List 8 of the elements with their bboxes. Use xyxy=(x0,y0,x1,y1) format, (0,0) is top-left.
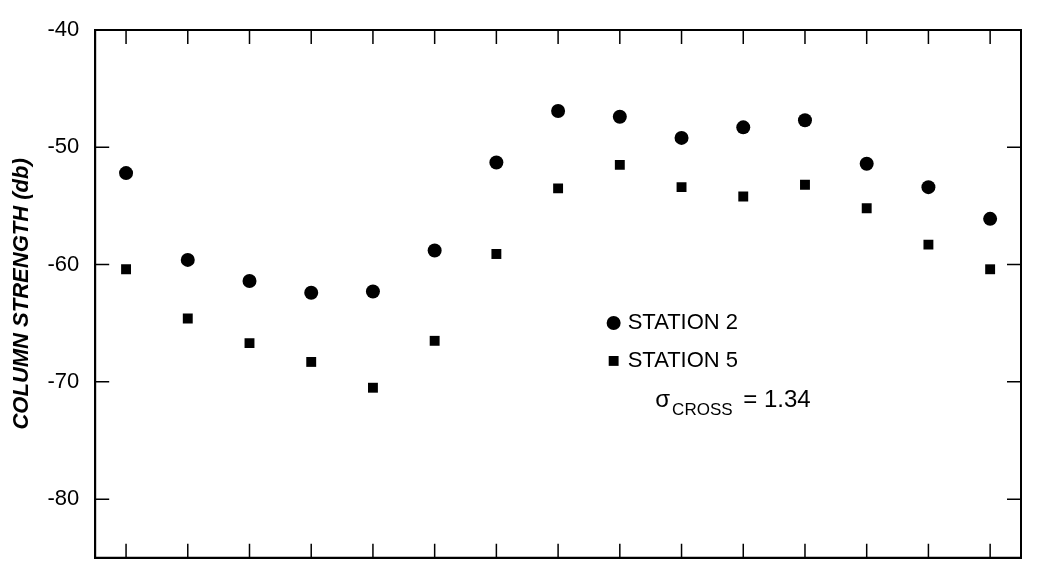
y-tick-label: -40 xyxy=(47,16,80,42)
y-tick-label: -80 xyxy=(47,485,80,511)
legend-label: STATION 2 xyxy=(627,308,739,334)
y-tick-label: -50 xyxy=(47,133,80,159)
y-tick-label: -70 xyxy=(47,367,80,393)
y-tick-label: -60 xyxy=(47,250,80,276)
y-axis-title: COLUMN STRENGTH (db) xyxy=(8,158,34,430)
legend-label: STATION 5 xyxy=(627,346,739,372)
